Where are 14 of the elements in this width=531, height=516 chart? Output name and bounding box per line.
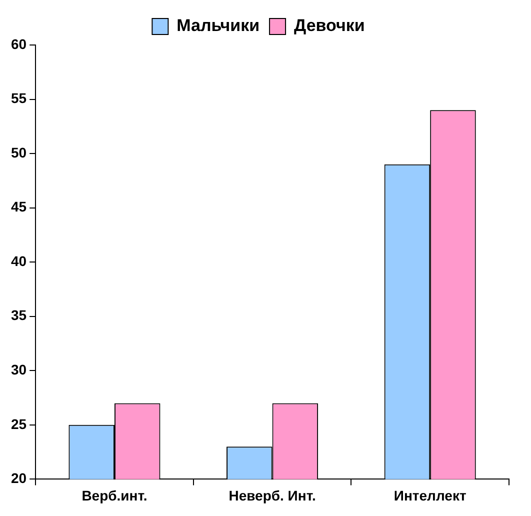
legend-label: Девочки [294, 16, 365, 36]
y-tick-label: 35 [10, 307, 27, 324]
y-tick-label: 60 [10, 36, 27, 52]
y-tick-label: 55 [10, 90, 27, 106]
y-tick-label: 25 [10, 416, 27, 432]
x-tick-label: Неверб. Инт. [228, 487, 316, 504]
y-tick-label: 50 [10, 144, 27, 160]
x-tick-label: Интеллект [394, 487, 466, 504]
y-tick-label: 30 [10, 362, 27, 378]
x-tick-label: Верб.инт. [82, 487, 148, 504]
y-tick-label: 40 [10, 252, 27, 269]
y-tick-label: 45 [10, 198, 27, 215]
legend-label: Мальчики [176, 16, 260, 36]
y-tick-label: 20 [10, 470, 27, 486]
